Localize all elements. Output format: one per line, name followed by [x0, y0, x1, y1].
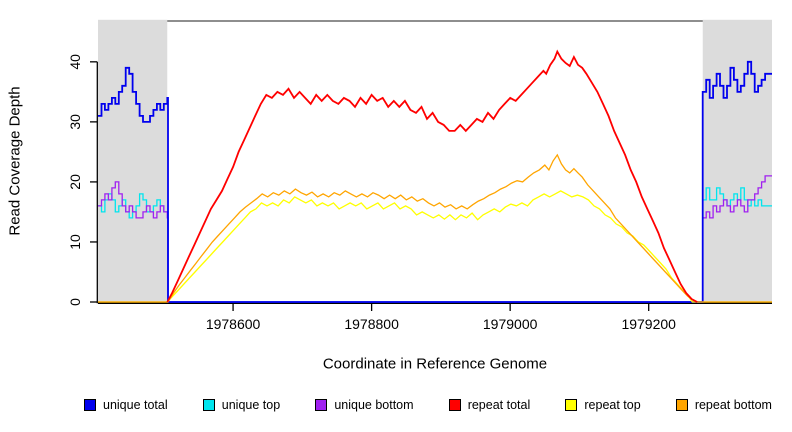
x-tick-label: 1978800 — [344, 316, 399, 332]
legend-label: unique top — [221, 398, 281, 412]
y-tick-label: 20 — [67, 174, 83, 190]
legend-swatch-icon — [565, 399, 578, 411]
legend-swatch-icon — [202, 399, 215, 411]
series-line-repeat-bottom — [98, 153, 772, 303]
series-line-repeat-total — [166, 49, 698, 303]
legend-item-unique-total: unique total — [84, 398, 168, 412]
highlight-region — [98, 19, 168, 302]
series-line-unique-total — [98, 60, 772, 303]
legend-item-unique-bottom: unique bottom — [315, 398, 414, 412]
x-tick-label: 1979200 — [621, 316, 676, 332]
x-tick-label: 1978600 — [206, 316, 261, 332]
x-axis-title: Coordinate in Reference Genome — [322, 355, 548, 373]
y-tick-label: 30 — [67, 114, 83, 130]
legend-item-repeat-bottom: repeat bottom — [675, 398, 772, 412]
legend-item-repeat-total: repeat total — [448, 398, 531, 412]
y-tick-label: 10 — [67, 234, 83, 250]
legend-swatch-icon — [448, 399, 461, 411]
legend-swatch-icon — [315, 399, 328, 411]
legend-label: repeat top — [584, 398, 641, 412]
y-tick-label: 0 — [67, 298, 83, 306]
legend-label: unique bottom — [334, 398, 414, 412]
legend-swatch-icon — [675, 399, 688, 411]
series-line-unique-bottom — [98, 175, 772, 303]
legend-label: repeat bottom — [694, 398, 772, 412]
legend: unique total unique top unique bottom repea… — [84, 396, 772, 414]
legend-label: unique total — [103, 398, 168, 412]
x-tick-label: 1979000 — [483, 316, 538, 332]
highlight-region — [702, 19, 772, 302]
series-line-repeat-top — [98, 190, 772, 303]
legend-label: repeat total — [467, 398, 531, 412]
legend-item-repeat-top: repeat top — [565, 398, 641, 412]
legend-swatch-icon — [84, 399, 96, 411]
y-axis-title: Read Coverage Depth — [6, 86, 24, 236]
legend-item-unique-top: unique top — [202, 398, 281, 412]
y-tick-label: 40 — [67, 54, 83, 70]
